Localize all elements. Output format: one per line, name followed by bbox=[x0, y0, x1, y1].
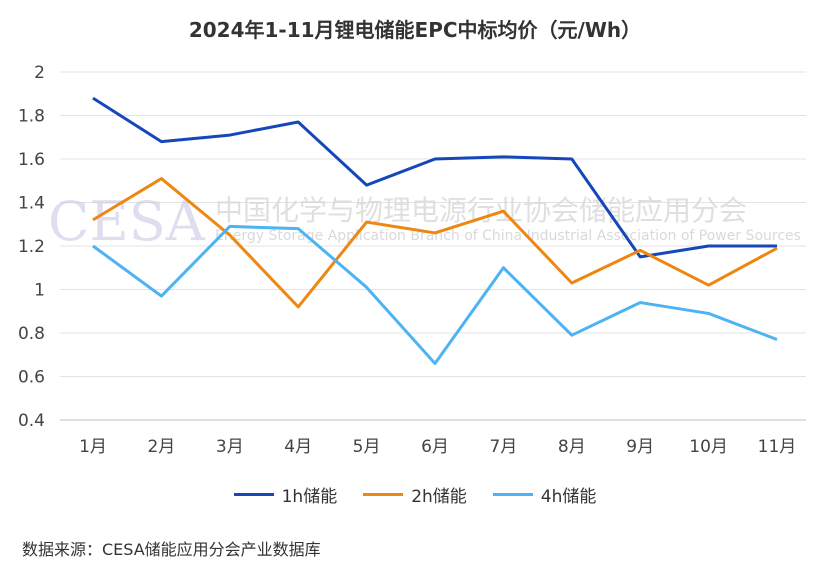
legend-label: 1h储能 bbox=[281, 487, 338, 507]
legend-item: 2h储能 bbox=[363, 482, 467, 507]
watermark-cn: 中国化学与物理电源行业协会储能应用分会 bbox=[215, 194, 747, 227]
series-line-1h储能 bbox=[92, 96, 777, 259]
x-tick-label: 2月 bbox=[147, 437, 175, 457]
y-tick-label: 0.6 bbox=[18, 368, 45, 388]
legend-swatch bbox=[233, 493, 274, 496]
line-chart: CESA 中国化学与物理电源行业协会储能应用分会 Energy Storage … bbox=[18, 63, 806, 457]
y-tick-label: 0.8 bbox=[18, 324, 45, 344]
legend-item: 1h储能 bbox=[233, 482, 338, 507]
x-tick-label: 4月 bbox=[284, 437, 312, 457]
chart-title: 2024年1-11月锂电储能EPC中标均价（元/Wh） bbox=[188, 18, 642, 42]
legend-item: 4h储能 bbox=[492, 482, 597, 507]
x-tick-label: 7月 bbox=[489, 437, 517, 457]
x-tick-label: 10月 bbox=[689, 437, 728, 457]
y-tick-label: 1.6 bbox=[18, 150, 45, 170]
legend-label: 4h储能 bbox=[540, 487, 597, 507]
legend-swatch bbox=[363, 493, 404, 496]
series-line-2h储能 bbox=[92, 177, 778, 309]
x-tick-label: 9月 bbox=[626, 437, 654, 457]
source-note: 数据来源：CESA储能应用分会产业数据库 bbox=[22, 540, 321, 559]
legend-swatch bbox=[492, 493, 533, 496]
legend: 1h储能 2h储能 4h储能 bbox=[0, 482, 830, 507]
y-tick-label: 0.4 bbox=[18, 411, 45, 431]
y-tick-label: 2 bbox=[34, 63, 45, 83]
x-tick-label: 3月 bbox=[216, 437, 244, 457]
watermark: CESA 中国化学与物理电源行业协会储能应用分会 Energy Storage … bbox=[48, 190, 801, 253]
x-tick-label: 6月 bbox=[421, 437, 449, 457]
y-tick-label: 1.8 bbox=[18, 107, 45, 127]
series-line-4h储能 bbox=[92, 224, 778, 365]
x-tick-label: 5月 bbox=[353, 437, 381, 457]
legend-label: 2h储能 bbox=[411, 487, 467, 507]
watermark-en: Energy Storage Application Branch of Chi… bbox=[215, 228, 801, 244]
x-tick-label: 8月 bbox=[558, 437, 586, 457]
x-tick-label: 1月 bbox=[79, 437, 107, 457]
y-tick-label: 1.4 bbox=[18, 194, 45, 214]
x-tick-label: 11月 bbox=[758, 437, 797, 457]
y-tick-label: 1 bbox=[34, 281, 45, 301]
y-tick-label: 1.2 bbox=[18, 237, 45, 257]
